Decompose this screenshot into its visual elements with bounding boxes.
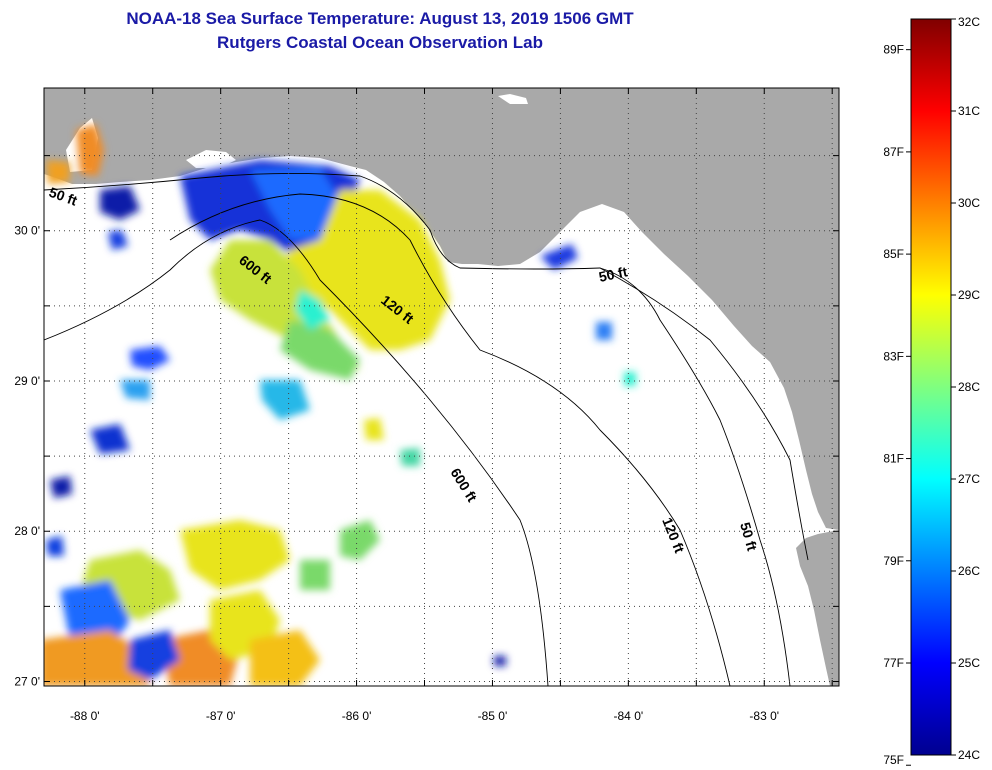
coastal-bay xyxy=(186,150,236,168)
contour-50ft-west xyxy=(44,172,809,561)
lon-label: -83 0' xyxy=(749,709,779,723)
lon-label: -88 0' xyxy=(70,709,100,723)
lon-label: -86 0' xyxy=(342,709,372,723)
contour-120ft xyxy=(169,193,731,686)
lon-label: -87 0' xyxy=(206,709,236,723)
contour-label: 50 ft xyxy=(597,263,629,285)
land-peninsula xyxy=(796,530,839,686)
map-subtitle: Rutgers Coastal Ocean Observation Lab xyxy=(217,33,543,52)
longitude-labels: -88 0' -87 0' -86 0' -85 0' -84 0' -83 0' xyxy=(70,709,779,723)
map-title: NOAA-18 Sea Surface Temperature: August … xyxy=(126,9,634,28)
sst-data-layer xyxy=(44,124,636,686)
map-frame xyxy=(43,87,840,687)
land-mass xyxy=(44,88,839,530)
contour-50ft-east xyxy=(599,267,791,686)
axis-ticks xyxy=(44,88,839,686)
lat-label: 28 0' xyxy=(14,524,40,538)
lat-label: 29 0' xyxy=(14,374,40,388)
coastal-bay xyxy=(498,94,528,104)
contour-label: 50 ft xyxy=(737,520,760,552)
lon-label: -84 0' xyxy=(614,709,644,723)
contour-600ft xyxy=(44,219,549,686)
depth-contours xyxy=(44,172,809,686)
lat-label: 27 0' xyxy=(14,674,40,688)
latitude-labels: 30 0' 29 0' 28 0' 27 0' xyxy=(14,224,40,689)
lat-label: 30 0' xyxy=(14,224,40,238)
lon-label: -85 0' xyxy=(478,709,508,723)
